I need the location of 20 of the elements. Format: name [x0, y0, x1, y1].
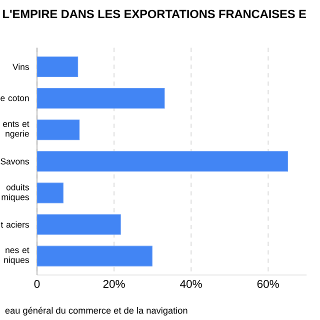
bar: [37, 151, 288, 172]
y-tick-label: t aciers: [0, 221, 29, 228]
x-tick-label: 0: [34, 280, 40, 288]
x-tick-label: 40%: [180, 280, 202, 288]
y-tick-label: Savons: [0, 158, 29, 164]
bar: [37, 88, 165, 109]
y-tick-label: oduits miques: [2, 184, 29, 202]
y-tick-label: ents et ngerie: [3, 121, 30, 138]
y-tick-label: Vins: [12, 64, 29, 70]
x-tick-label: 20%: [103, 280, 125, 288]
x-tick-label: 60%: [257, 280, 279, 288]
y-tick-label: nes et niques: [4, 247, 30, 265]
chart-title: L'EMPIRE DANS LES EXPORTATIONS FRANCAISES E: [3, 10, 306, 18]
bar: [37, 246, 152, 266]
y-tick-label: e coton: [0, 95, 29, 102]
bar: [37, 120, 80, 140]
bar: [37, 214, 121, 235]
bar: [37, 182, 64, 204]
text: eau général du commerce et de la navigation: [5, 306, 188, 316]
bar: [37, 56, 78, 78]
